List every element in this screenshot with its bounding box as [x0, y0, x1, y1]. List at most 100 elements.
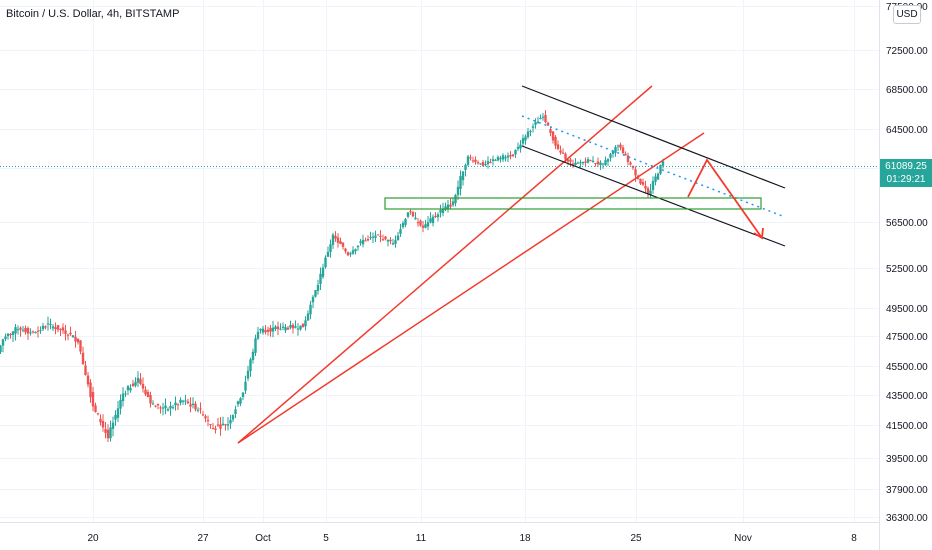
candle-body [436, 214, 440, 218]
price-axis[interactable]: 77500.0072500.0068500.0064500.0060500.00… [886, 2, 928, 524]
candle-body [421, 225, 425, 228]
candle-body [126, 386, 130, 391]
x-tick-label: 25 [630, 533, 642, 544]
candle-body [56, 325, 60, 330]
candle-body [624, 153, 627, 156]
candle-body [81, 352, 85, 364]
candle-body [24, 327, 27, 333]
candle-body [534, 122, 537, 125]
candle-body [349, 253, 352, 255]
candle-body [521, 138, 525, 144]
channel-upper [521, 85, 786, 189]
candle-body [416, 222, 420, 224]
candle-body [144, 389, 147, 395]
candle-body [261, 328, 265, 333]
candle-body [449, 204, 452, 207]
candle-body [444, 206, 447, 210]
x-tick-label: 27 [197, 533, 209, 544]
candle-body [16, 329, 20, 331]
candle-body [34, 332, 37, 334]
candle-body [79, 340, 82, 352]
candle-body [109, 427, 112, 439]
symbol-title: Bitcoin / U.S. Dollar, 4h, BITSTAMP [6, 8, 180, 20]
candle-body [31, 331, 35, 333]
candle-body [359, 241, 362, 243]
candle-body [496, 156, 500, 161]
candle-body [506, 155, 510, 158]
candle-body [441, 208, 445, 213]
candle-body [289, 324, 292, 328]
candle-body [641, 182, 645, 185]
candle-body [559, 150, 562, 153]
candle-body [131, 383, 135, 387]
candle-body [271, 327, 275, 332]
candle-body [604, 160, 607, 166]
candle-body [431, 216, 435, 224]
candle-body [569, 159, 572, 162]
candle-body [206, 419, 210, 422]
candle-body [529, 130, 532, 132]
candle-body [124, 393, 127, 395]
candle-body [254, 338, 257, 353]
candle-body [276, 326, 280, 330]
channel-midline [521, 115, 786, 218]
currency-button[interactable]: USD [893, 5, 921, 24]
candle-body [96, 413, 100, 415]
candle-body [609, 154, 612, 158]
candle-body [36, 330, 40, 332]
candle-body [229, 419, 232, 424]
candle-body [39, 329, 42, 331]
x-tick-label: Nov [734, 533, 752, 544]
candle-body [239, 398, 242, 404]
support-zone [384, 197, 762, 210]
candle-body [424, 224, 427, 228]
candle-body [356, 245, 360, 248]
candle-body [331, 234, 335, 245]
candle-body [319, 273, 322, 284]
candle-body [469, 157, 472, 159]
candle-body [596, 161, 600, 165]
candle-body [194, 403, 197, 410]
candle-body [171, 407, 175, 409]
candle-body [71, 335, 75, 338]
candle-body [524, 136, 527, 141]
time-axis[interactable]: 20 27 Oct 5 11 18 25 Nov 8 [87, 533, 857, 544]
grid [0, 0, 879, 522]
candle-body [249, 359, 252, 372]
candle-body [629, 162, 632, 165]
candle-body [179, 399, 182, 403]
candle-body [659, 165, 662, 174]
candle-body [66, 334, 70, 336]
x-tick-label: 8 [851, 533, 857, 544]
candle-body [581, 161, 585, 164]
y-tick-label: 37900.00 [886, 485, 928, 496]
candle-body [401, 223, 405, 228]
candle-body [251, 351, 255, 361]
candle-body [281, 326, 285, 328]
candle-body [484, 164, 487, 166]
candle-body [326, 251, 330, 257]
candle-body [519, 144, 522, 149]
candle-body [241, 392, 245, 398]
candle-body [396, 235, 400, 241]
candle-body [404, 219, 407, 225]
candle-body [306, 313, 310, 321]
candle-body [6, 333, 10, 337]
candle-body [221, 423, 225, 426]
candle-body [324, 257, 327, 268]
candle-body [176, 404, 180, 406]
candle-body [456, 186, 460, 195]
candle-body [216, 424, 220, 426]
candle-body [541, 116, 545, 118]
candle-body [141, 383, 145, 389]
candle-body [84, 365, 87, 376]
trendline-shallow [237, 132, 705, 444]
candle-body [369, 236, 372, 238]
candle-body [454, 195, 457, 204]
candle-body [344, 248, 347, 252]
candle-body [209, 423, 212, 425]
candle-body [231, 415, 235, 420]
candle-body [46, 323, 50, 325]
candle-body [354, 249, 357, 252]
